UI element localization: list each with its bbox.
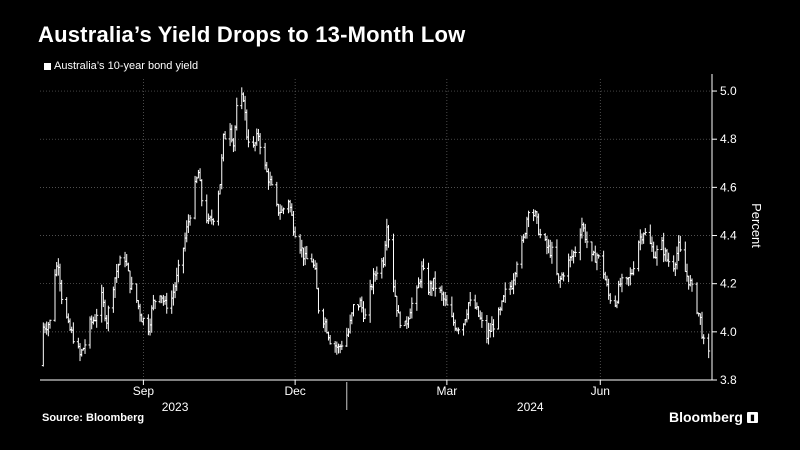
y-tick-label: 4.0 [720, 325, 737, 339]
legend: Australia’s 10-year bond yield [44, 60, 198, 72]
x-tick-label: Jun [591, 384, 610, 398]
bloomberg-chart-icon: ▮ [746, 411, 758, 423]
x-year-label: 2023 [162, 400, 189, 414]
legend-label: Australia’s 10-year bond yield [54, 60, 199, 72]
brand-name: Bloomberg [669, 409, 743, 425]
x-tick-label: Mar [437, 384, 458, 398]
gridlines [40, 79, 712, 381]
x-tick-label: Dec [284, 384, 305, 398]
x-year-label: 2024 [517, 400, 544, 414]
axes: 3.8 4.0 4.2 4.4 4.6 4.8 5.0 Sep Dec Mar Jun 2023 202… [40, 74, 764, 414]
y-tick-label: 4.6 [720, 180, 737, 194]
y-tick-label: 4.8 [720, 132, 737, 146]
y-tick-label: 4.4 [720, 229, 737, 243]
x-tick-label: Sep [133, 384, 155, 398]
chart-title: Australia’s Yield Drops to 13-Month Low [38, 22, 466, 47]
y-tick-label: 5.0 [720, 84, 737, 98]
ohlc-series [41, 87, 711, 367]
y-tick-label: 3.8 [720, 373, 737, 387]
source-note: Source: Bloomberg [42, 412, 145, 424]
bloomberg-logo: Bloomberg ▮ [669, 409, 758, 425]
y-tick-label: 4.2 [720, 277, 737, 291]
legend-swatch [44, 62, 51, 70]
y-axis-title: Percent [749, 203, 764, 248]
